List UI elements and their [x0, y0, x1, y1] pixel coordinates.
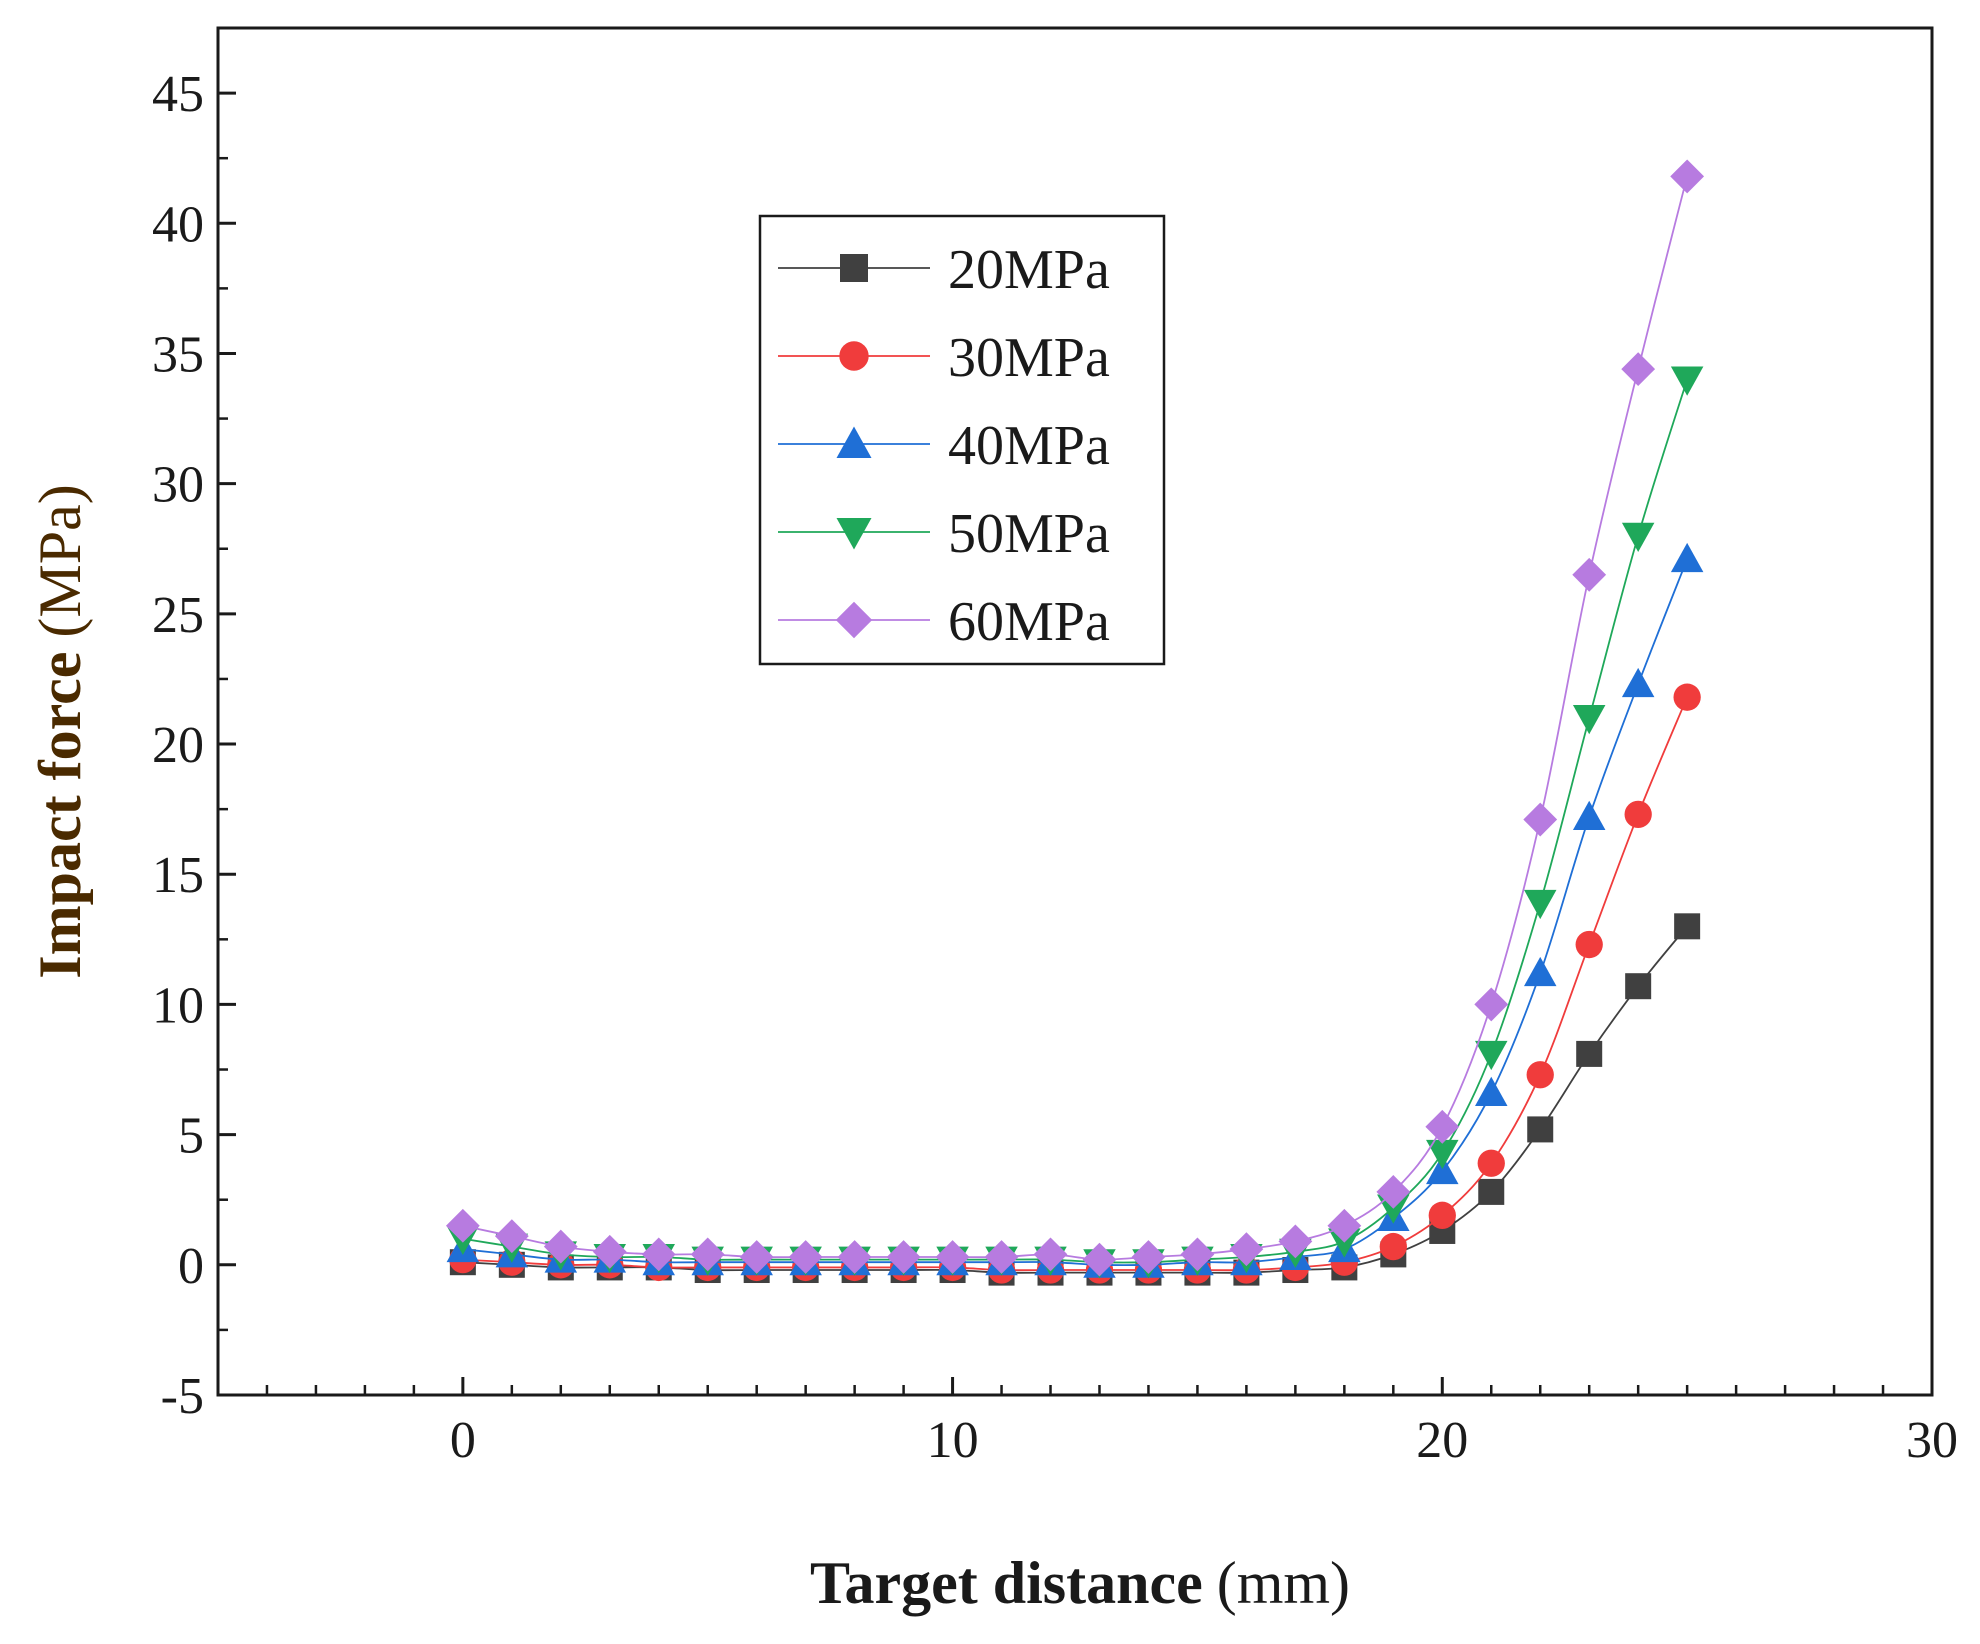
data-point [543, 1229, 578, 1264]
series-60MPa [445, 159, 1705, 1277]
data-point [1527, 1116, 1554, 1143]
x-axis: 0 10 20 30 [216, 1377, 1958, 1469]
data-point [1625, 973, 1652, 1000]
data-point [1377, 1194, 1410, 1224]
data-point [592, 1234, 627, 1269]
legend-item: 20MPa [778, 239, 1110, 301]
x-tick-label: 0 [450, 1412, 476, 1469]
legend-item: 50MPa [778, 503, 1110, 565]
data-point [1526, 1061, 1554, 1089]
data-point [1426, 1154, 1459, 1185]
data-point [1572, 557, 1607, 592]
data-point [1572, 800, 1606, 830]
data-point [1576, 1040, 1603, 1067]
x-tick-label: 20 [1416, 1412, 1468, 1469]
data-point [1131, 1240, 1166, 1274]
legend-marker [836, 518, 872, 550]
data-point [1621, 522, 1655, 552]
data-point [1379, 1232, 1407, 1261]
data-point [1376, 1175, 1411, 1209]
data-point [641, 1237, 676, 1272]
y-tick-label: 5 [178, 1108, 204, 1165]
data-point [1572, 705, 1606, 735]
y-tick-label: 40 [152, 196, 204, 253]
data-point [1475, 1076, 1508, 1106]
legend-box [758, 214, 1166, 666]
data-point [1670, 366, 1704, 396]
y-tick-label: -5 [161, 1368, 204, 1425]
plot-frame [216, 26, 1934, 1397]
data-point [445, 1208, 480, 1243]
legend-marker [836, 426, 872, 458]
legend-label: 20MPa [948, 239, 1110, 301]
data-point [1327, 1208, 1362, 1243]
data-point [1673, 683, 1701, 711]
data-point [1278, 1224, 1313, 1259]
data-point [1428, 1201, 1456, 1229]
data-point [1033, 1237, 1068, 1272]
y-tick-label: 10 [152, 977, 204, 1034]
data-point [935, 1240, 970, 1274]
data-point [1674, 913, 1701, 940]
legend-marker [839, 341, 869, 371]
data-point [1426, 1139, 1459, 1170]
legend-label: 40MPa [948, 415, 1110, 477]
data-point [1328, 1228, 1361, 1258]
data-point [1082, 1242, 1117, 1277]
series-layer [445, 159, 1705, 1286]
data-point [1670, 159, 1705, 194]
data-point [1474, 987, 1509, 1022]
data-point [1475, 1040, 1508, 1071]
data-point [1180, 1237, 1215, 1272]
y-tick-label: 45 [152, 66, 204, 123]
data-point [1624, 800, 1652, 829]
data-point [1477, 1149, 1505, 1177]
data-point [1621, 667, 1655, 698]
y-axis: -5 0 5 10 15 20 25 30 35 40 45 [152, 66, 236, 1425]
data-point [739, 1240, 774, 1274]
data-point [1425, 1109, 1460, 1144]
y-axis-title-main: Impact force [27, 652, 93, 979]
y-axis-title-unit: (MPa) [27, 484, 93, 637]
data-point [1523, 889, 1557, 920]
legend-item: 30MPa [778, 327, 1110, 389]
legend-marker [835, 601, 873, 639]
y-tick-label: 0 [178, 1238, 204, 1295]
y-axis-title: Impact force (MPa) [27, 484, 93, 978]
data-point [1621, 352, 1656, 386]
data-point [1229, 1232, 1264, 1267]
data-point [886, 1240, 921, 1274]
x-axis-title: Target distance (mm) [810, 1550, 1350, 1616]
data-point [1575, 930, 1603, 959]
data-point [690, 1237, 725, 1272]
y-tick-label: 25 [152, 587, 204, 644]
legend-label: 60MPa [948, 591, 1110, 653]
y-tick-label: 30 [152, 457, 204, 514]
legend-item: 60MPa [778, 591, 1110, 653]
data-point [494, 1219, 529, 1254]
data-point [837, 1240, 872, 1274]
legend: 20MPa 30MPa 40MPa 50MPa 60MPa [758, 214, 1166, 666]
legend-item: 40MPa [778, 415, 1110, 477]
legend-label: 50MPa [948, 503, 1110, 565]
y-tick-label: 20 [152, 717, 204, 774]
legend-label: 30MPa [948, 327, 1110, 389]
data-point [1478, 1178, 1505, 1205]
data-point [1523, 802, 1558, 837]
y-tick-label: 35 [152, 326, 204, 383]
data-point [1670, 542, 1704, 573]
x-tick-label: 30 [1906, 1412, 1958, 1469]
legend-marker [840, 254, 868, 282]
data-point [1523, 956, 1557, 987]
y-tick-label: 15 [152, 847, 204, 904]
x-axis-title-main: Target distance [810, 1550, 1203, 1616]
x-axis-title-unit: (mm) [1217, 1550, 1350, 1616]
x-tick-label: 10 [927, 1412, 979, 1469]
data-point [788, 1240, 823, 1274]
data-point [984, 1240, 1019, 1274]
